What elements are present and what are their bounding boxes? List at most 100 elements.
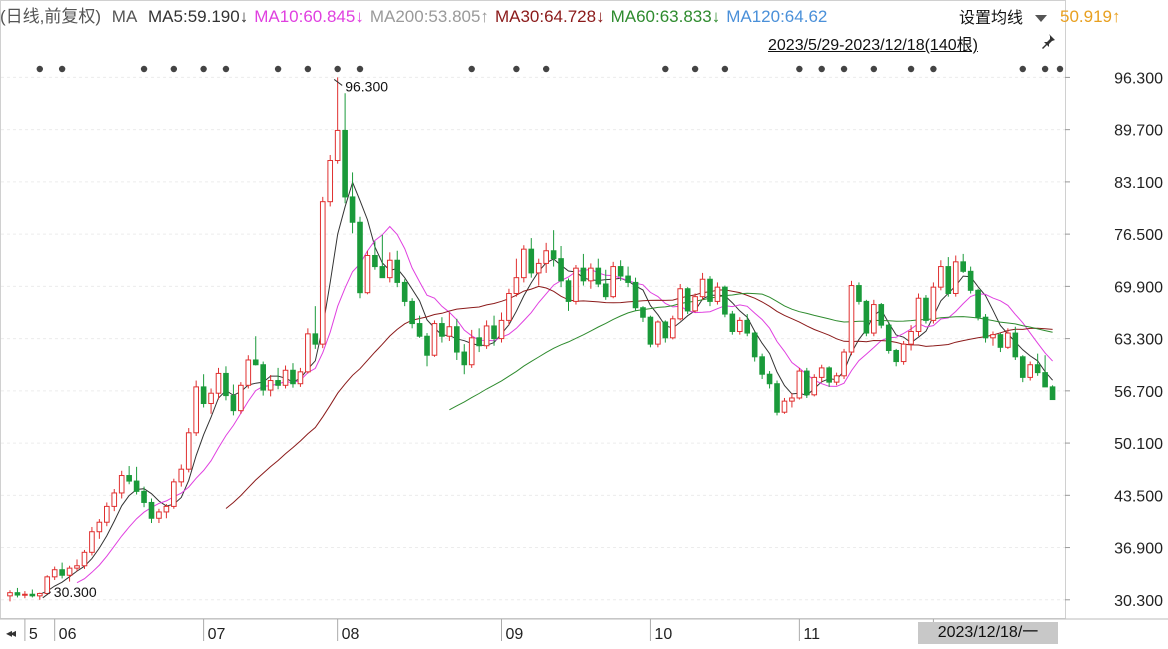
candle — [692, 293, 698, 313]
candle — [424, 333, 430, 367]
high-annotation: 96.300 — [345, 78, 388, 94]
candle-body — [305, 333, 311, 373]
event-marker — [870, 65, 878, 73]
candle — [282, 365, 289, 389]
candle-body — [647, 316, 654, 345]
candle — [431, 320, 438, 357]
event-marker — [662, 65, 669, 73]
candle — [223, 366, 229, 401]
candle-body — [521, 248, 527, 279]
date-range-label[interactable]: 2023/5/29-2023/12/18(140根) — [768, 37, 978, 54]
candle-body — [252, 359, 259, 366]
candle — [722, 285, 728, 318]
candle — [409, 298, 415, 329]
candle-body — [238, 384, 244, 412]
candle-body — [193, 386, 199, 434]
candle — [602, 269, 609, 300]
x-tick-label: 09 — [505, 626, 523, 643]
candle-body — [386, 259, 393, 279]
candle-body — [923, 297, 929, 321]
candle — [848, 280, 855, 356]
candle — [565, 278, 572, 311]
candle — [349, 172, 356, 234]
candle-body — [282, 369, 289, 386]
candle-body — [662, 321, 669, 339]
candle-body — [59, 569, 65, 576]
candle-body — [535, 262, 542, 274]
candle — [982, 314, 989, 343]
candle-body — [617, 266, 624, 277]
candle-body — [491, 325, 497, 340]
candle — [952, 255, 959, 297]
candle — [118, 470, 125, 499]
candle — [245, 355, 252, 389]
candle — [841, 348, 847, 379]
candle-body — [431, 323, 438, 356]
candle-body — [789, 397, 795, 402]
candle — [885, 321, 892, 354]
candle — [990, 331, 996, 346]
candle — [588, 263, 594, 289]
candle — [252, 336, 259, 366]
candle — [1012, 326, 1019, 360]
ma-settings-button[interactable]: 设置均线 — [955, 8, 1054, 30]
candle — [595, 258, 602, 288]
candle — [319, 196, 326, 349]
candle — [707, 276, 713, 307]
candle — [521, 245, 527, 283]
candle — [215, 367, 222, 400]
candle-body — [498, 319, 505, 340]
candle — [543, 242, 549, 273]
candle-body — [416, 323, 423, 337]
candle-body — [1027, 364, 1034, 378]
candle-body — [975, 289, 981, 318]
candle-body — [960, 261, 967, 272]
candle-body — [930, 286, 937, 321]
candle-body — [915, 297, 922, 332]
candle-body — [424, 335, 430, 356]
candle-body — [952, 261, 959, 294]
candle-body — [349, 196, 356, 223]
y-tick-label: 63.300 — [1114, 332, 1163, 349]
candle-body — [297, 371, 304, 385]
candle — [766, 371, 773, 389]
candle — [647, 315, 654, 348]
candle-body — [36, 592, 43, 597]
annotation-arrow — [42, 591, 52, 599]
candle — [81, 549, 88, 569]
x-tick-label: 5 — [29, 626, 38, 643]
event-marker — [304, 65, 312, 73]
candle-body — [878, 304, 885, 326]
candle — [610, 261, 617, 299]
candle — [535, 258, 542, 286]
candle-body — [200, 386, 207, 405]
candle — [29, 589, 36, 598]
event-marker — [542, 65, 550, 73]
candle-body — [610, 266, 617, 298]
candle — [550, 230, 557, 267]
candle-body — [900, 343, 907, 363]
candle-body — [185, 432, 192, 470]
candle-body — [848, 285, 855, 353]
candle — [930, 282, 937, 324]
event-marker — [1041, 65, 1049, 73]
legend-ma-label: MA — [111, 7, 138, 26]
candle — [811, 374, 818, 397]
y-tick-label: 43.500 — [1114, 488, 1163, 505]
candle-body — [245, 359, 252, 386]
candle — [878, 302, 885, 329]
candle-body — [44, 576, 51, 594]
candle-body — [982, 316, 989, 339]
candle-body — [818, 367, 825, 378]
candle-body — [51, 569, 58, 578]
pin-icon[interactable] — [1040, 33, 1056, 49]
candle — [312, 306, 319, 349]
candle-body — [804, 370, 810, 396]
candle — [945, 257, 952, 297]
legend-period: (日线,前复权) — [0, 7, 102, 26]
candle — [394, 250, 401, 288]
scroll-left-icon[interactable]: ◂◂ — [6, 626, 16, 640]
candle — [759, 353, 765, 379]
candle-body — [528, 248, 535, 274]
